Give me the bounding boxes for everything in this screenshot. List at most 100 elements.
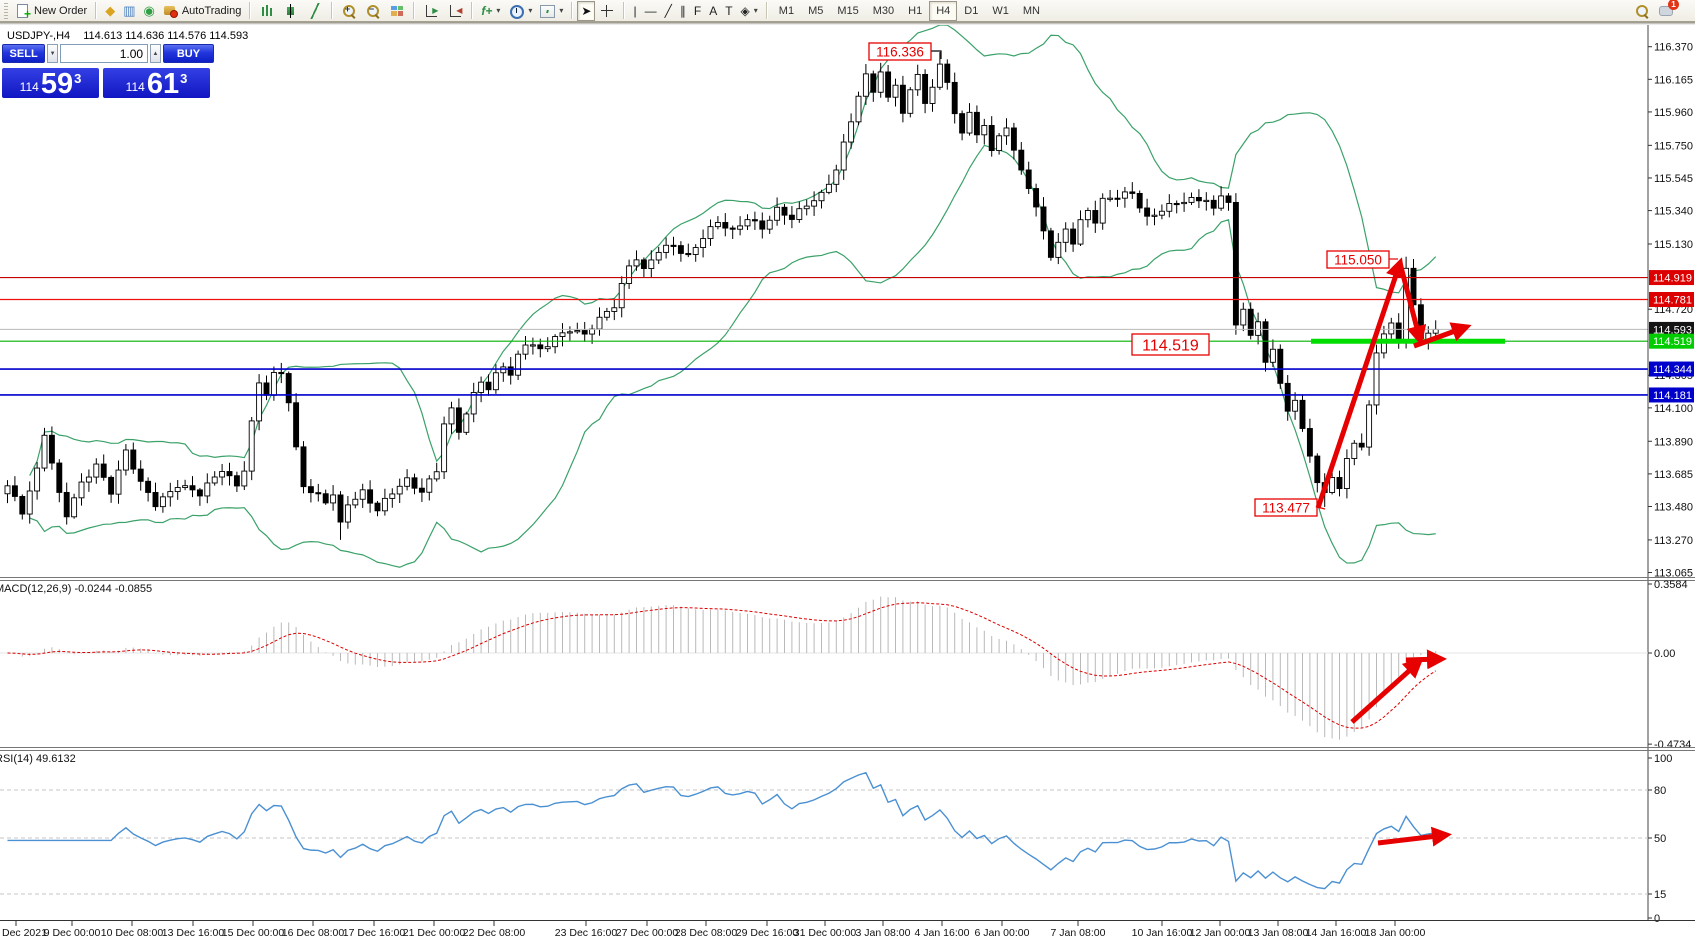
shapes-icon: ◈ <box>740 3 750 18</box>
svg-text:113.065: 113.065 <box>1654 568 1693 580</box>
terminal-button[interactable]: ▥ <box>119 1 139 21</box>
svg-text:114.519: 114.519 <box>1653 336 1692 348</box>
timeframe-d1[interactable]: D1 <box>957 1 985 21</box>
svg-text:3 Jan 08:00: 3 Jan 08:00 <box>856 927 911 939</box>
text-button[interactable]: A <box>705 1 721 21</box>
templates-button[interactable]: ▾ <box>536 1 567 21</box>
volume-decrease-button[interactable]: ▼ <box>47 44 59 63</box>
annotation-113.477[interactable]: 113.477 <box>1254 498 1326 517</box>
shapes-button[interactable]: ◈ ▾ <box>737 1 762 21</box>
sell-price-display[interactable]: 114 59 3 <box>2 68 99 100</box>
chart-shift-button[interactable] <box>443 1 467 21</box>
ohlc-values: 114.613 114.636 114.576 114.593 <box>83 30 249 42</box>
toolbar-grip[interactable] <box>4 2 8 19</box>
svg-text:31 Dec 00:00: 31 Dec 00:00 <box>794 927 857 939</box>
bar-chart-button[interactable] <box>255 1 279 21</box>
svg-text:0.00: 0.00 <box>1654 648 1675 660</box>
timeframe-m15[interactable]: M15 <box>830 1 865 21</box>
buy-price-sup: 3 <box>180 71 188 86</box>
svg-text:116.165: 116.165 <box>1654 74 1693 86</box>
svg-text:114.593: 114.593 <box>1653 324 1692 336</box>
channel-button[interactable]: ∥ <box>676 1 690 21</box>
svg-text:-0.4734: -0.4734 <box>1654 739 1691 751</box>
svg-text:115.050: 115.050 <box>1334 252 1382 267</box>
zoom-out-button[interactable]: − <box>361 1 385 21</box>
horizontal-line-button[interactable]: — <box>641 1 661 21</box>
svg-text:16 Dec 08:00: 16 Dec 08:00 <box>282 927 345 939</box>
svg-text:9 Dec 00:00: 9 Dec 00:00 <box>44 927 101 939</box>
search-button[interactable] <box>1630 1 1654 21</box>
dropdown-caret: ▾ <box>528 6 533 15</box>
auto-scroll-icon <box>423 2 440 19</box>
trendline-button[interactable]: ╱ <box>661 1 676 21</box>
annotation-114.519[interactable]: 114.519 <box>1131 333 1210 356</box>
volume-input[interactable] <box>60 44 149 63</box>
svg-text:50: 50 <box>1654 833 1666 845</box>
drawn-arrows[interactable] <box>1315 257 1472 847</box>
svg-text:15: 15 <box>1654 889 1666 901</box>
annotation-115.050[interactable]: 115.050 <box>1326 250 1398 269</box>
zoom-in-button[interactable]: + <box>337 1 361 21</box>
text-label-icon: T <box>725 3 733 18</box>
autotrading-toggle[interactable]: AutoTrading <box>159 1 246 21</box>
line-chart-icon <box>307 2 324 19</box>
text-icon: A <box>709 3 718 18</box>
timeframe-w1[interactable]: W1 <box>985 1 1016 21</box>
timeframe-m30[interactable]: M30 <box>866 1 901 21</box>
svg-text:115.545: 115.545 <box>1654 173 1693 185</box>
sell-price-sup: 3 <box>74 71 82 86</box>
line-chart-button[interactable] <box>303 1 327 21</box>
text-label-button[interactable]: T <box>721 1 736 21</box>
template-icon <box>540 5 556 18</box>
timeframe-mn[interactable]: MN <box>1016 1 1047 21</box>
timeframe-h4[interactable]: H4 <box>929 0 958 21</box>
buy-price-display[interactable]: 114 61 3 <box>103 68 210 99</box>
svg-text:114.519: 114.519 <box>1142 337 1199 354</box>
toolbar-separator <box>623 2 626 19</box>
toolbar-separator <box>765 2 768 19</box>
volume-increase-button[interactable]: ▲ <box>150 44 161 63</box>
auto-scroll-button[interactable] <box>419 1 443 21</box>
sell-button[interactable]: SELL <box>2 44 46 63</box>
timeframe-m5[interactable]: M5 <box>801 1 830 21</box>
buy-button[interactable]: BUY <box>162 44 215 63</box>
crosshair-button[interactable] <box>595 1 619 21</box>
timeframe-m1[interactable]: M1 <box>772 1 801 21</box>
toolbar-separator <box>571 2 574 19</box>
timeframe-h1[interactable]: H1 <box>901 1 929 21</box>
tile-windows-button[interactable] <box>385 1 409 21</box>
periods-button[interactable]: ▾ <box>504 1 536 21</box>
autotrading-label: AutoTrading <box>181 4 242 17</box>
svg-text:12 Jan 00:00: 12 Jan 00:00 <box>1190 927 1251 939</box>
cursor-button[interactable]: ➤ <box>577 0 596 21</box>
macd-plot <box>0 596 1648 740</box>
svg-text:113.270: 113.270 <box>1654 535 1693 547</box>
svg-text:7 Jan 08:00: 7 Jan 08:00 <box>1051 927 1106 939</box>
strategy-tester-button[interactable]: ◉ <box>139 1 158 21</box>
notification-badge: 1 <box>1668 0 1679 10</box>
notifications-button[interactable]: 1 <box>1654 0 1679 21</box>
fibonacci-button[interactable]: F <box>690 1 705 21</box>
axis-price-label-114.519: 114.519 <box>1649 333 1694 349</box>
autotrading-icon <box>163 3 179 19</box>
svg-text:116.370: 116.370 <box>1654 42 1693 54</box>
sell-price-big: 59 <box>40 68 74 100</box>
svg-text:113.685: 113.685 <box>1654 469 1693 481</box>
new-order-button[interactable]: New Order <box>11 1 91 21</box>
window-divider <box>0 22 1695 25</box>
annotation-116.336[interactable]: 116.336 <box>868 42 942 61</box>
svg-text:4 Jan 16:00: 4 Jan 16:00 <box>915 927 970 939</box>
candlestick-chart-button[interactable] <box>279 1 303 21</box>
svg-text:114.181: 114.181 <box>1653 390 1692 402</box>
indicators-button[interactable]: f+ ▾ <box>477 1 504 21</box>
vertical-line-button[interactable]: | <box>629 1 640 21</box>
svg-text:10 Jan 16:00: 10 Jan 16:00 <box>1132 927 1193 939</box>
indicators-icon: f+ <box>481 3 493 18</box>
buy-price-prefix: 114 <box>125 80 145 94</box>
toolbar-separator <box>413 2 416 19</box>
chart-profile-button[interactable]: ◆ <box>101 1 119 21</box>
svg-text:114.344: 114.344 <box>1653 364 1692 376</box>
svg-text:114.781: 114.781 <box>1653 295 1692 307</box>
axis-price-label-114.781: 114.781 <box>1649 292 1694 308</box>
